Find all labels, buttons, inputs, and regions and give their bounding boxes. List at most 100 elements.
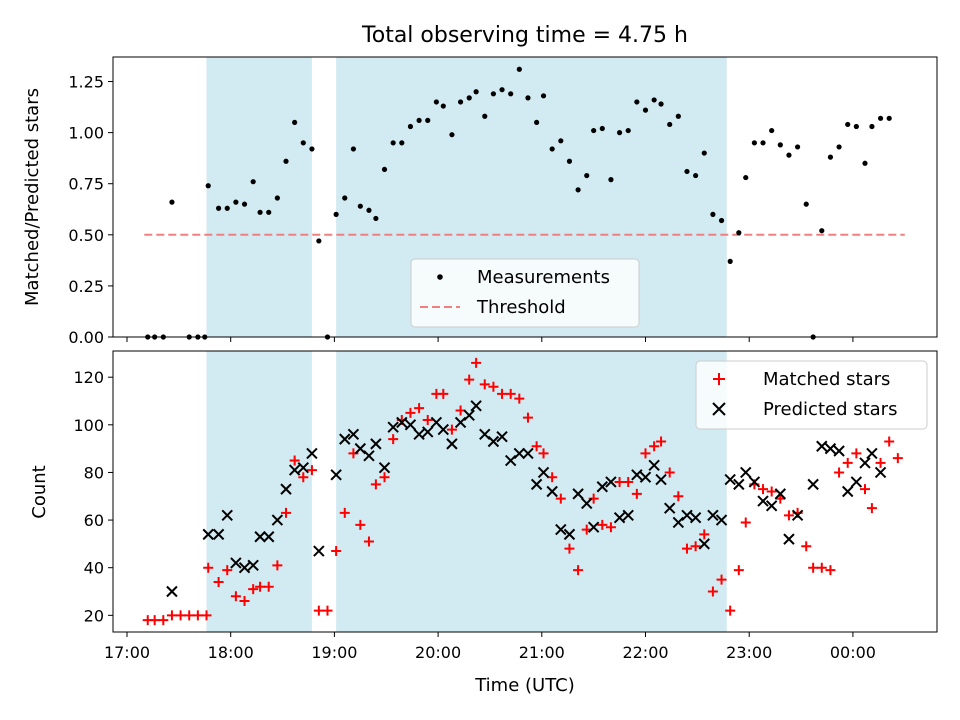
measurement-point xyxy=(777,142,783,148)
measurement-point xyxy=(675,113,681,119)
predicted-star-point xyxy=(306,447,318,460)
ratio-legend-box xyxy=(410,258,640,328)
measurement-point xyxy=(292,119,298,126)
legend-dot-marker xyxy=(437,274,443,280)
matched-star-point xyxy=(783,510,794,521)
predicted-star-point xyxy=(330,469,342,481)
x-tick-label: 17:00 xyxy=(104,643,150,662)
measurement-point xyxy=(457,99,464,105)
measurement-point xyxy=(803,201,809,207)
predicted-star-point xyxy=(166,585,178,598)
measurement-point xyxy=(566,158,573,164)
measurement-point xyxy=(300,140,306,146)
measurement-point xyxy=(399,140,405,146)
predicted-star-point xyxy=(733,478,745,491)
legend-threshold: Threshold xyxy=(476,297,566,318)
measurement-point xyxy=(819,228,825,234)
x-tick-label: 00:00 xyxy=(830,643,876,662)
measurement-point xyxy=(827,154,834,160)
predicted-star-point xyxy=(396,416,408,429)
matched-star-point xyxy=(313,605,324,616)
matched-star-point xyxy=(884,436,895,447)
matched-star-point xyxy=(866,503,877,514)
matched-star-point xyxy=(825,565,836,576)
matched-star-point xyxy=(656,436,667,447)
predicted-star-point xyxy=(596,481,608,493)
matched-star-point xyxy=(289,455,300,466)
measurement-point xyxy=(373,215,379,222)
measurement-point xyxy=(869,123,875,130)
matched-star-point xyxy=(816,562,827,573)
measurement-point xyxy=(540,93,547,99)
measurement-point xyxy=(886,115,892,121)
matched-star-point xyxy=(597,519,608,530)
matched-star-point xyxy=(775,493,786,504)
matched-star-point xyxy=(716,574,727,585)
predicted-star-point xyxy=(297,461,309,474)
x-tick-label: 20:00 xyxy=(415,643,461,662)
measurement-point xyxy=(205,183,211,189)
matched-star-point xyxy=(322,605,333,616)
measurement-point xyxy=(591,127,597,134)
predicted-star-point xyxy=(522,447,534,460)
count-legend-box xyxy=(695,360,928,430)
matched-star-point xyxy=(707,586,718,597)
predicted-star-point xyxy=(463,409,475,422)
measurement-point xyxy=(710,211,716,217)
predicted-star-point xyxy=(437,423,449,436)
y-tick-label: 0.75 xyxy=(68,175,104,194)
predicted-star-point xyxy=(470,400,482,412)
predicted-star-point xyxy=(791,509,804,522)
matched-star-point xyxy=(555,493,566,504)
x-tick-label: 18:00 xyxy=(208,643,254,662)
predicted-star-point xyxy=(378,461,391,474)
measurement-point xyxy=(794,144,801,150)
legend-measurements: Measurements xyxy=(477,267,610,288)
predicted-star-point xyxy=(655,473,667,486)
matched-star-point xyxy=(248,584,259,595)
matched-star-point xyxy=(405,407,416,418)
measurement-point xyxy=(718,217,725,224)
predicted-star-point xyxy=(212,528,225,541)
measurement-point xyxy=(425,117,431,123)
measurement-point xyxy=(701,150,707,156)
measurement-point xyxy=(769,127,775,134)
measurement-point xyxy=(599,125,605,132)
measurement-point xyxy=(449,132,455,138)
predicted-star-point xyxy=(247,559,259,572)
legend-x-marker xyxy=(712,402,726,416)
predicted-star-point xyxy=(689,511,702,524)
matched-star-point xyxy=(573,565,584,576)
ratio-panel-frame xyxy=(112,56,938,338)
measurement-point xyxy=(786,152,792,158)
predicted-star-point xyxy=(639,471,652,483)
matched-star-point xyxy=(733,565,744,576)
measurement-point xyxy=(274,195,280,201)
matched-star-point xyxy=(414,403,425,414)
matched-star-point xyxy=(766,486,777,497)
matched-star-point xyxy=(239,596,250,607)
matched-star-point xyxy=(446,424,457,435)
predicted-star-point xyxy=(783,533,795,545)
matched-star-point xyxy=(725,605,736,616)
predicted-star-point xyxy=(271,514,284,526)
measurement-point xyxy=(508,91,514,97)
matched-star-point xyxy=(851,448,862,459)
predicted-star-point xyxy=(254,531,266,543)
y-tick-label: 0.25 xyxy=(68,277,104,296)
predicted-star-point xyxy=(563,528,576,541)
predicted-star-point xyxy=(530,478,543,491)
measurement-point xyxy=(233,199,239,205)
measurement-point xyxy=(549,146,555,152)
matched-star-point xyxy=(538,448,549,459)
measurement-point xyxy=(877,115,884,121)
predicted-star-point xyxy=(454,416,467,429)
matched-star-point xyxy=(331,546,342,557)
matched-star-point xyxy=(564,543,575,554)
matched-star-point xyxy=(263,581,274,592)
predicted-star-point xyxy=(842,485,854,498)
measurement-point xyxy=(751,140,757,146)
matched-star-point xyxy=(281,507,292,518)
measurement-point xyxy=(390,140,396,146)
measurement-point xyxy=(357,203,363,209)
